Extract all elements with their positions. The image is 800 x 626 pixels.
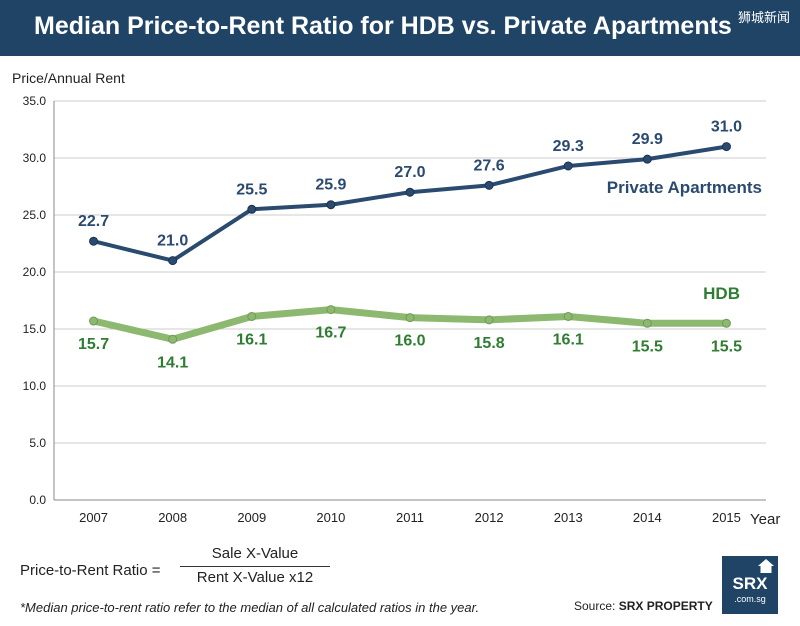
x-tick-label: 2013 — [554, 510, 583, 525]
private-series-point — [642, 154, 652, 164]
private-data-label: 25.5 — [236, 181, 267, 198]
x-tick-label: 2007 — [79, 510, 108, 525]
hdb-data-label: 15.7 — [78, 336, 109, 353]
hdb-series-name: HDB — [703, 284, 740, 303]
formula: Price-to-Rent Ratio = Sale X-Value Rent … — [20, 545, 330, 591]
hdb-data-label: 16.1 — [553, 331, 584, 348]
private-data-label: 29.3 — [553, 138, 584, 155]
logo-brand: SRX — [732, 574, 768, 593]
private-series-point — [484, 180, 494, 190]
private-data-label: 21.0 — [157, 233, 188, 250]
private-series-name: Private Apartments — [607, 178, 762, 197]
formula-numerator: Sale X-Value — [211, 545, 299, 562]
x-tick-label: 2008 — [158, 510, 187, 525]
house-icon — [758, 559, 774, 573]
hdb-data-label: 15.5 — [711, 338, 742, 355]
chart-title: Median Price-to-Rent Ratio for HDB vs. P… — [34, 12, 732, 40]
x-tick-label: 2015 — [712, 510, 741, 525]
private-data-label: 27.0 — [394, 164, 425, 181]
y-tick-label: 15.0 — [23, 322, 47, 336]
x-tick-label: 2011 — [396, 510, 424, 525]
title-bar: Median Price-to-Rent Ratio for HDB vs. P… — [0, 0, 800, 56]
x-tick-label: 2009 — [237, 510, 266, 525]
hdb-data-label: 16.1 — [236, 331, 267, 348]
hdb-data-label: 16.7 — [315, 325, 346, 342]
private-series-point — [247, 204, 257, 214]
x-tick-label: 2010 — [316, 510, 345, 525]
private-series-point — [405, 187, 415, 197]
formula-denominator: Rent X-Value x12 — [196, 569, 314, 586]
formula-lhs: Price-to-Rent Ratio = — [20, 562, 161, 579]
formula-fraction-bar — [180, 566, 330, 567]
hdb-series-point — [721, 318, 731, 328]
hdb-series-point — [247, 311, 257, 321]
private-data-label: 31.0 — [711, 119, 742, 136]
logo-domain: .com.sg — [734, 594, 766, 604]
y-tick-label: 5.0 — [29, 436, 46, 450]
y-tick-label: 0.0 — [29, 493, 46, 507]
hdb-series-point — [642, 318, 652, 328]
x-axis-label: Year — [750, 511, 780, 528]
private-series-point — [168, 256, 178, 266]
hdb-series-point — [484, 315, 494, 325]
source-credit: Source: SRX PROPERTY — [574, 599, 713, 613]
private-series-point — [89, 236, 99, 246]
private-series-point — [326, 200, 336, 210]
hdb-series-point — [405, 313, 415, 323]
hdb-data-label: 14.1 — [157, 354, 188, 371]
hdb-series-point — [168, 334, 178, 344]
private-series-point — [721, 142, 731, 152]
x-tick-label: 2012 — [475, 510, 504, 525]
hdb-series-point — [563, 311, 573, 321]
x-tick-label: 2014 — [633, 510, 662, 525]
private-data-label: 22.7 — [78, 213, 109, 230]
private-series-point — [563, 161, 573, 171]
y-tick-label: 25.0 — [23, 208, 47, 222]
watermark: 狮城新闻 — [737, 11, 790, 26]
private-data-label: 27.6 — [474, 157, 505, 174]
source-prefix: Source: — [574, 599, 616, 613]
footnote: *Median price-to-rent ratio refer to the… — [20, 600, 480, 615]
y-tick-label: 10.0 — [23, 379, 47, 393]
hdb-data-label: 15.8 — [474, 335, 505, 352]
srx-logo: SRX .com.sg — [722, 556, 778, 614]
y-tick-label: 20.0 — [23, 265, 47, 279]
hdb-series-point — [89, 316, 99, 326]
line-chart: 0.0 5.0 10.0 15.0 20.0 25.0 30.0 35.0 2007 2008 20… — [23, 94, 781, 528]
y-tick-label: 35.0 — [23, 94, 47, 108]
hdb-data-label: 16.0 — [394, 333, 425, 350]
hdb-data-label: 15.5 — [632, 338, 663, 355]
source-name: SRX PROPERTY — [618, 599, 713, 613]
private-data-label: 29.9 — [632, 131, 663, 148]
private-data-label: 25.9 — [315, 177, 346, 194]
hdb-series-point — [326, 305, 336, 315]
y-tick-label: 30.0 — [23, 151, 47, 165]
y-axis-label: Price/Annual Rent — [12, 70, 125, 86]
